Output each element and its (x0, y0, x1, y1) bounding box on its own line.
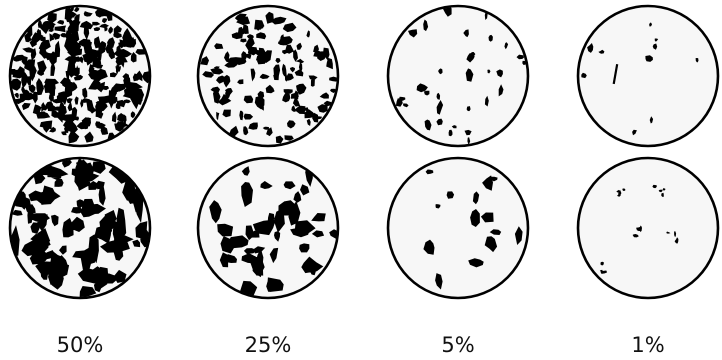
coverage-circle-fine-particles-1pct (576, 4, 720, 148)
coverage-circle-coarse-clusters-25pct (196, 156, 340, 300)
coverage-circle-coarse-clusters-1pct (576, 156, 720, 300)
coverage-label: 1% (631, 333, 665, 357)
circle-outline (386, 156, 530, 300)
coverage-label: 5% (441, 333, 475, 357)
particle-group (11, 159, 149, 297)
particle-group (599, 184, 679, 274)
circle-outline (8, 4, 152, 148)
circle-outline (196, 156, 340, 300)
particle-group (11, 7, 149, 144)
particle-group (395, 7, 527, 145)
coverage-label: 50% (56, 333, 104, 357)
circle-outline (196, 4, 340, 148)
particle-group (423, 169, 523, 290)
coverage-circle-fine-particles-25pct (196, 4, 340, 148)
particle-group (581, 22, 699, 136)
circle-outline (576, 156, 720, 300)
particle-group (200, 11, 337, 144)
circle-outline (576, 4, 720, 148)
coverage-label: 25% (244, 333, 292, 357)
coverage-circle-coarse-clusters-5pct (386, 156, 530, 300)
particle-group (209, 161, 337, 297)
coverage-circle-coarse-clusters-50pct (8, 156, 152, 300)
circle-outline (8, 156, 152, 300)
circle-outline (386, 4, 530, 148)
coverage-circle-fine-particles-50pct (8, 4, 152, 148)
coverage-circle-fine-particles-5pct (386, 4, 530, 148)
